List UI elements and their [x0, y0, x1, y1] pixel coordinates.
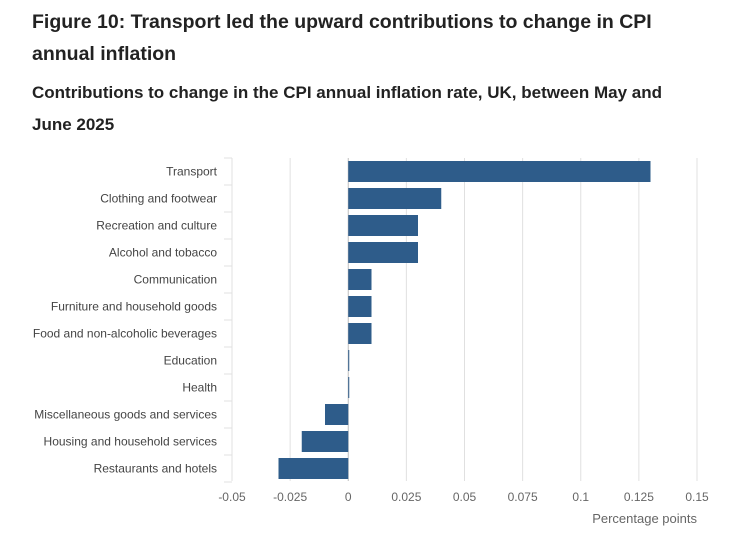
x-axis-tick-labels: -0.05 -0.025 0 0.025 0.05 0.075 0.1 0.125 0.15 — [218, 490, 709, 504]
category-label: Furniture and household goods — [51, 300, 217, 314]
category-label: Recreation and culture — [96, 219, 217, 233]
x-tick-label: 0 — [345, 490, 352, 504]
gridlines — [224, 157, 698, 483]
x-axis-label: Percentage points — [592, 511, 697, 526]
bar-communication[interactable] — [348, 269, 372, 290]
x-tick-label: 0.15 — [685, 490, 709, 504]
bars — [278, 161, 651, 479]
bar-furniture-and-household-goods[interactable] — [348, 296, 372, 317]
category-label: Housing and household services — [44, 435, 217, 449]
x-tick-label: 0.05 — [453, 490, 477, 504]
bar-housing-and-household-services[interactable] — [301, 431, 349, 452]
figure-title: Figure 10: Transport led the upward cont… — [32, 11, 652, 65]
x-tick-label: 0.075 — [508, 490, 538, 504]
bar-health[interactable] — [348, 377, 350, 398]
x-tick-label: 0.1 — [572, 490, 589, 504]
category-label: Clothing and footwear — [100, 192, 217, 206]
bar-chart: Transport Clothing and footwear Recreation… — [33, 157, 709, 526]
x-tick-label: 0.025 — [391, 490, 421, 504]
category-label: Restaurants and hotels — [94, 462, 217, 476]
bar-transport[interactable] — [348, 161, 651, 182]
x-tick-label: -0.025 — [273, 490, 307, 504]
category-label: Health — [182, 381, 217, 395]
category-labels: Transport Clothing and footwear Recreation… — [33, 165, 218, 476]
category-label: Miscellaneous goods and services — [34, 408, 217, 422]
category-label: Transport — [166, 165, 218, 179]
bar-clothing-and-footwear[interactable] — [348, 188, 442, 209]
category-label: Education — [164, 354, 217, 368]
category-label: Food and non-alcoholic beverages — [33, 327, 217, 341]
x-tick-label: -0.05 — [218, 490, 246, 504]
category-label: Communication — [134, 273, 217, 287]
bar-education[interactable] — [348, 350, 350, 371]
bar-restaurants-and-hotels[interactable] — [278, 458, 349, 479]
bar-alcohol-and-tobacco[interactable] — [348, 242, 418, 263]
bar-food-and-non-alcoholic-beverages[interactable] — [348, 323, 372, 344]
chart-subtitle: Contributions to change in the CPI annua… — [32, 83, 662, 134]
category-label: Alcohol and tobacco — [109, 246, 217, 260]
bar-miscellaneous-goods-and-services[interactable] — [325, 404, 349, 425]
bar-recreation-and-culture[interactable] — [348, 215, 418, 236]
x-tick-label: 0.125 — [624, 490, 654, 504]
